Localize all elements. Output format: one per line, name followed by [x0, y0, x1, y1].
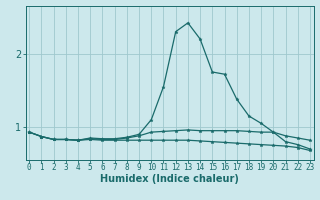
X-axis label: Humidex (Indice chaleur): Humidex (Indice chaleur) — [100, 174, 239, 184]
